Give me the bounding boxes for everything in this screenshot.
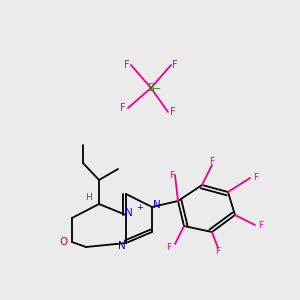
Text: F: F	[167, 244, 172, 253]
Text: F: F	[124, 60, 130, 70]
Text: F: F	[120, 103, 126, 113]
Text: O: O	[60, 237, 68, 247]
Text: N: N	[118, 241, 126, 251]
Text: F: F	[258, 220, 264, 230]
Text: H: H	[85, 194, 92, 202]
Text: F: F	[209, 158, 214, 166]
Text: N: N	[153, 200, 161, 210]
Text: F: F	[172, 60, 178, 70]
Text: B: B	[148, 83, 154, 93]
Text: N: N	[125, 208, 133, 218]
Text: F: F	[254, 173, 259, 182]
Text: F: F	[170, 107, 176, 117]
Text: −: −	[153, 84, 161, 94]
Text: +: +	[136, 202, 143, 211]
Text: F: F	[169, 170, 175, 179]
Text: F: F	[215, 248, 220, 256]
